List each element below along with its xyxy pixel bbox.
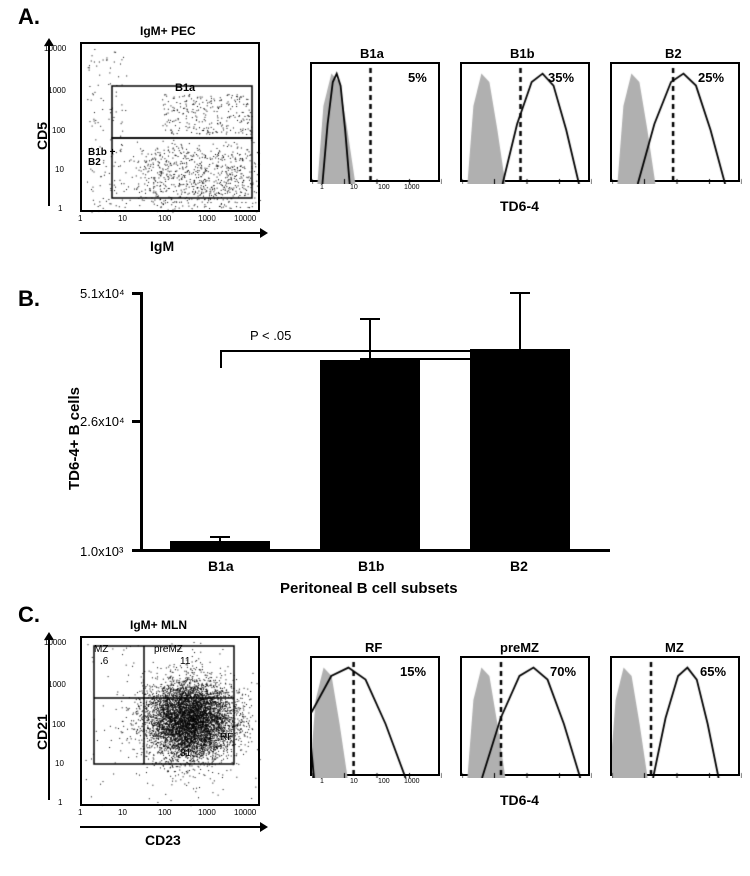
bar-ytick-mark (132, 292, 140, 295)
panel-a-hist-title: B2 (665, 46, 682, 61)
hist-xtick: 100 (378, 778, 390, 785)
bar-ytick-label: 1.0x10³ (80, 544, 123, 559)
panel-c-hist-x-axis-label: TD6-4 (500, 792, 539, 808)
panel-a-hist-title: B1b (510, 46, 535, 61)
panel-a-y-axis-label: CD5 (34, 122, 50, 150)
panel-c-ytick: 1 (58, 798, 62, 807)
bar-ytick-mark (132, 549, 140, 552)
panel-a-ytick: 10000 (44, 44, 66, 53)
bar-xtick-label: B1b (358, 558, 384, 574)
panel-a-x-axis-label: IgM (150, 238, 174, 254)
panel-c-ytick: 1000 (48, 680, 66, 689)
panel-a-hist-x-axis-label: TD6-4 (500, 198, 539, 214)
panel-a-ytick: 1 (58, 204, 62, 213)
panel-b-y-axis-label: TD6-4+ B cells (66, 387, 83, 490)
panel-a-hist-pct: 5% (408, 70, 427, 85)
panel-a-xtick: 10 (118, 214, 127, 223)
hist-xtick: 1 (320, 184, 324, 191)
hist-xtick: 100 (378, 184, 390, 191)
panel-c-hist-pct: 15% (400, 664, 426, 679)
panel-c-quad-rf-val: 81 (180, 748, 191, 759)
hist-xtick: 1000 (404, 778, 420, 785)
panel-a-x-arrow (80, 232, 260, 234)
panel-a-xtick: 1000 (198, 214, 216, 223)
errcap-b1b (360, 318, 380, 320)
panel-c-scatter-title: IgM+ MLN (130, 618, 187, 632)
panel-c-quad-rf: RF (220, 732, 233, 743)
panel-a-xtick: 1 (78, 214, 82, 223)
hist-xtick: 10 (350, 778, 358, 785)
bar-b2 (470, 349, 570, 552)
panel-c-xtick: 1000 (198, 808, 216, 817)
panel-b-x-axis-label: Peritoneal B cell subsets (280, 580, 458, 597)
panel-a-hist-pct: 35% (548, 70, 574, 85)
panel-a-ytick: 10 (55, 165, 64, 174)
panel-c-xtick: 10 (118, 808, 127, 817)
panel-c-hist-title: MZ (665, 640, 684, 655)
panel-a-scatter-canvas (82, 44, 262, 214)
panel-c-quad-premz-val: 11 (180, 656, 190, 667)
panel-c-ytick: 100 (52, 720, 65, 729)
panel-b-label: B. (18, 286, 40, 312)
panel-c-x-axis-label: CD23 (145, 832, 181, 848)
bar-ytick-label: 5.1x10⁴ (80, 286, 125, 301)
panel-a-scatter-plot (80, 42, 260, 212)
significance-bracket (220, 350, 520, 368)
panel-a-gate-upper-label: B1a (175, 82, 195, 94)
panel-c-x-arrow (80, 826, 260, 828)
bar-b1b (320, 360, 420, 552)
hist-xtick: 1000 (404, 184, 420, 191)
panel-c-hist-pct: 70% (550, 664, 576, 679)
bar-ytick-mark (132, 420, 140, 423)
bar-xtick-label: B1a (208, 558, 234, 574)
errbar-b2 (519, 292, 521, 349)
panel-c-ytick: 10 (55, 759, 64, 768)
panel-c-scatter-canvas (82, 638, 262, 808)
panel-c-quad-mz-val: .6 (100, 656, 108, 667)
panel-a-xtick: 100 (158, 214, 171, 223)
panel-c-hist-title: RF (365, 640, 382, 655)
hist-xtick: 1 (320, 778, 324, 785)
panel-a-xtick: 10000 (234, 214, 256, 223)
panel-a-label: A. (18, 4, 40, 30)
panel-a-ytick: 100 (52, 126, 65, 135)
bar-ytick-label: 2.6x10⁴ (80, 414, 125, 429)
panel-b-bar-chart (140, 292, 610, 552)
errcap-b1a (210, 536, 230, 538)
panel-a-hist-pct: 25% (698, 70, 724, 85)
panel-c-xtick: 1 (78, 808, 82, 817)
panel-c-label: C. (18, 602, 40, 628)
panel-a-hist-title: B1a (360, 46, 384, 61)
bar-b1a (170, 541, 270, 552)
panel-c-xtick: 10000 (234, 808, 256, 817)
bar-y-axis (140, 292, 143, 552)
errcap-b2 (510, 292, 530, 294)
panel-a-gate-lower-label: B1b +B2 (88, 148, 116, 168)
hist-xtick: 10 (350, 184, 358, 191)
panel-a-scatter-title: IgM+ PEC (140, 24, 196, 38)
panel-c-ytick: 10000 (44, 638, 66, 647)
panel-c-y-axis-label: CD21 (34, 714, 50, 750)
panel-c-xtick: 100 (158, 808, 171, 817)
panel-c-hist-title: preMZ (500, 640, 539, 655)
bar-xtick-label: B2 (510, 558, 528, 574)
panel-c-quad-premz: preMZ (154, 644, 183, 655)
panel-a-ytick: 1000 (48, 86, 66, 95)
panel-c-quad-mz: MZ (94, 644, 108, 655)
panel-c-hist-pct: 65% (700, 664, 726, 679)
panel-b-sig-label: P < .05 (250, 328, 291, 343)
